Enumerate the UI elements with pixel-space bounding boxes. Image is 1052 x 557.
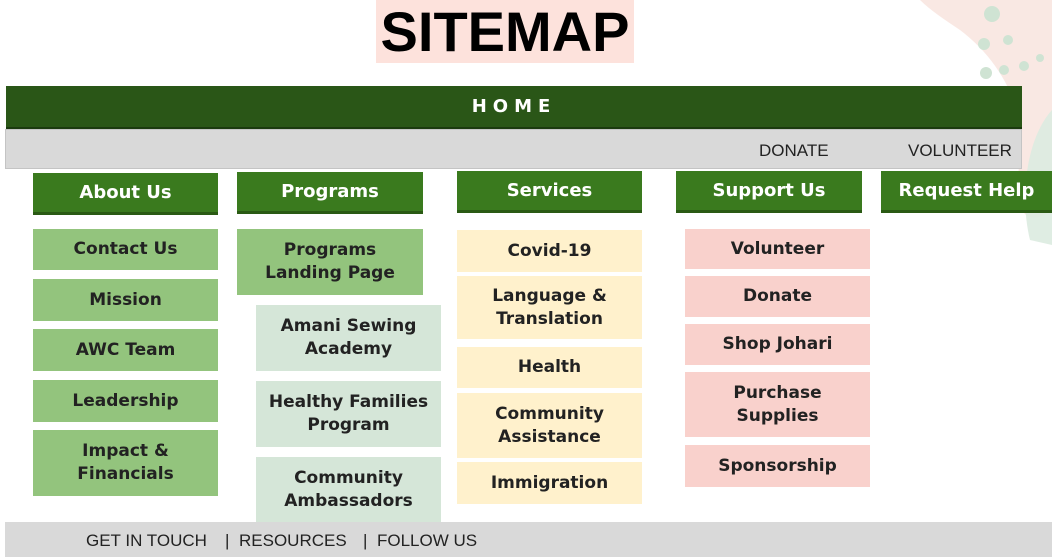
page-title: SITEMAP <box>376 0 634 63</box>
services-item-health[interactable]: Health <box>457 347 642 388</box>
about-item-awc-team[interactable]: AWC Team <box>33 329 218 371</box>
about-item-leadership[interactable]: Leadership <box>33 380 218 422</box>
footer-link-get-in-touch[interactable]: GET IN TOUCH <box>86 531 207 550</box>
home-link[interactable]: HOME <box>6 86 1022 129</box>
about-item-contact-us[interactable]: Contact Us <box>33 229 218 270</box>
support-item-donate[interactable]: Donate <box>685 276 870 317</box>
nav-header-about-us[interactable]: About Us <box>33 173 218 215</box>
support-item-sponsorship[interactable]: Sponsorship <box>685 445 870 487</box>
services-item-language-translation[interactable]: Language & Translation <box>457 276 642 339</box>
top-link-donate[interactable]: DONATE <box>759 141 829 160</box>
footer-link-follow-us[interactable]: FOLLOW US <box>377 531 478 550</box>
nav-header-services[interactable]: Services <box>457 171 642 213</box>
footer-separator: | <box>225 531 230 550</box>
programs-item-amani-sewing-academy[interactable]: Amani Sewing Academy <box>256 305 441 371</box>
about-item-mission[interactable]: Mission <box>33 279 218 321</box>
footer-separator: | <box>363 531 368 550</box>
nav-header-support-us[interactable]: Support Us <box>676 171 862 213</box>
programs-item-healthy-families[interactable]: Healthy Families Program <box>256 381 441 447</box>
services-item-immigration[interactable]: Immigration <box>457 462 642 504</box>
about-item-impact-financials[interactable]: Impact & Financials <box>33 430 218 496</box>
footer-link-resources[interactable]: RESOURCES <box>239 531 347 550</box>
nav-header-request-help[interactable]: Request Help <box>881 171 1052 213</box>
services-item-community-assistance[interactable]: Community Assistance <box>457 393 642 458</box>
services-item-covid-19[interactable]: Covid-19 <box>457 230 642 272</box>
support-item-volunteer[interactable]: Volunteer <box>685 229 870 269</box>
top-links-bar: DONATE VOLUNTEER <box>5 129 1022 169</box>
support-item-purchase-supplies[interactable]: Purchase Supplies <box>685 372 870 437</box>
programs-item-community-ambassadors[interactable]: Community Ambassadors <box>256 457 441 523</box>
footer-bar: GET IN TOUCH | RESOURCES | FOLLOW US <box>5 522 1052 557</box>
nav-header-programs[interactable]: Programs <box>237 172 423 214</box>
support-item-shop-johari[interactable]: Shop Johari <box>685 324 870 365</box>
programs-item-landing-page[interactable]: Programs Landing Page <box>237 229 423 295</box>
top-link-volunteer[interactable]: VOLUNTEER <box>908 141 1012 160</box>
